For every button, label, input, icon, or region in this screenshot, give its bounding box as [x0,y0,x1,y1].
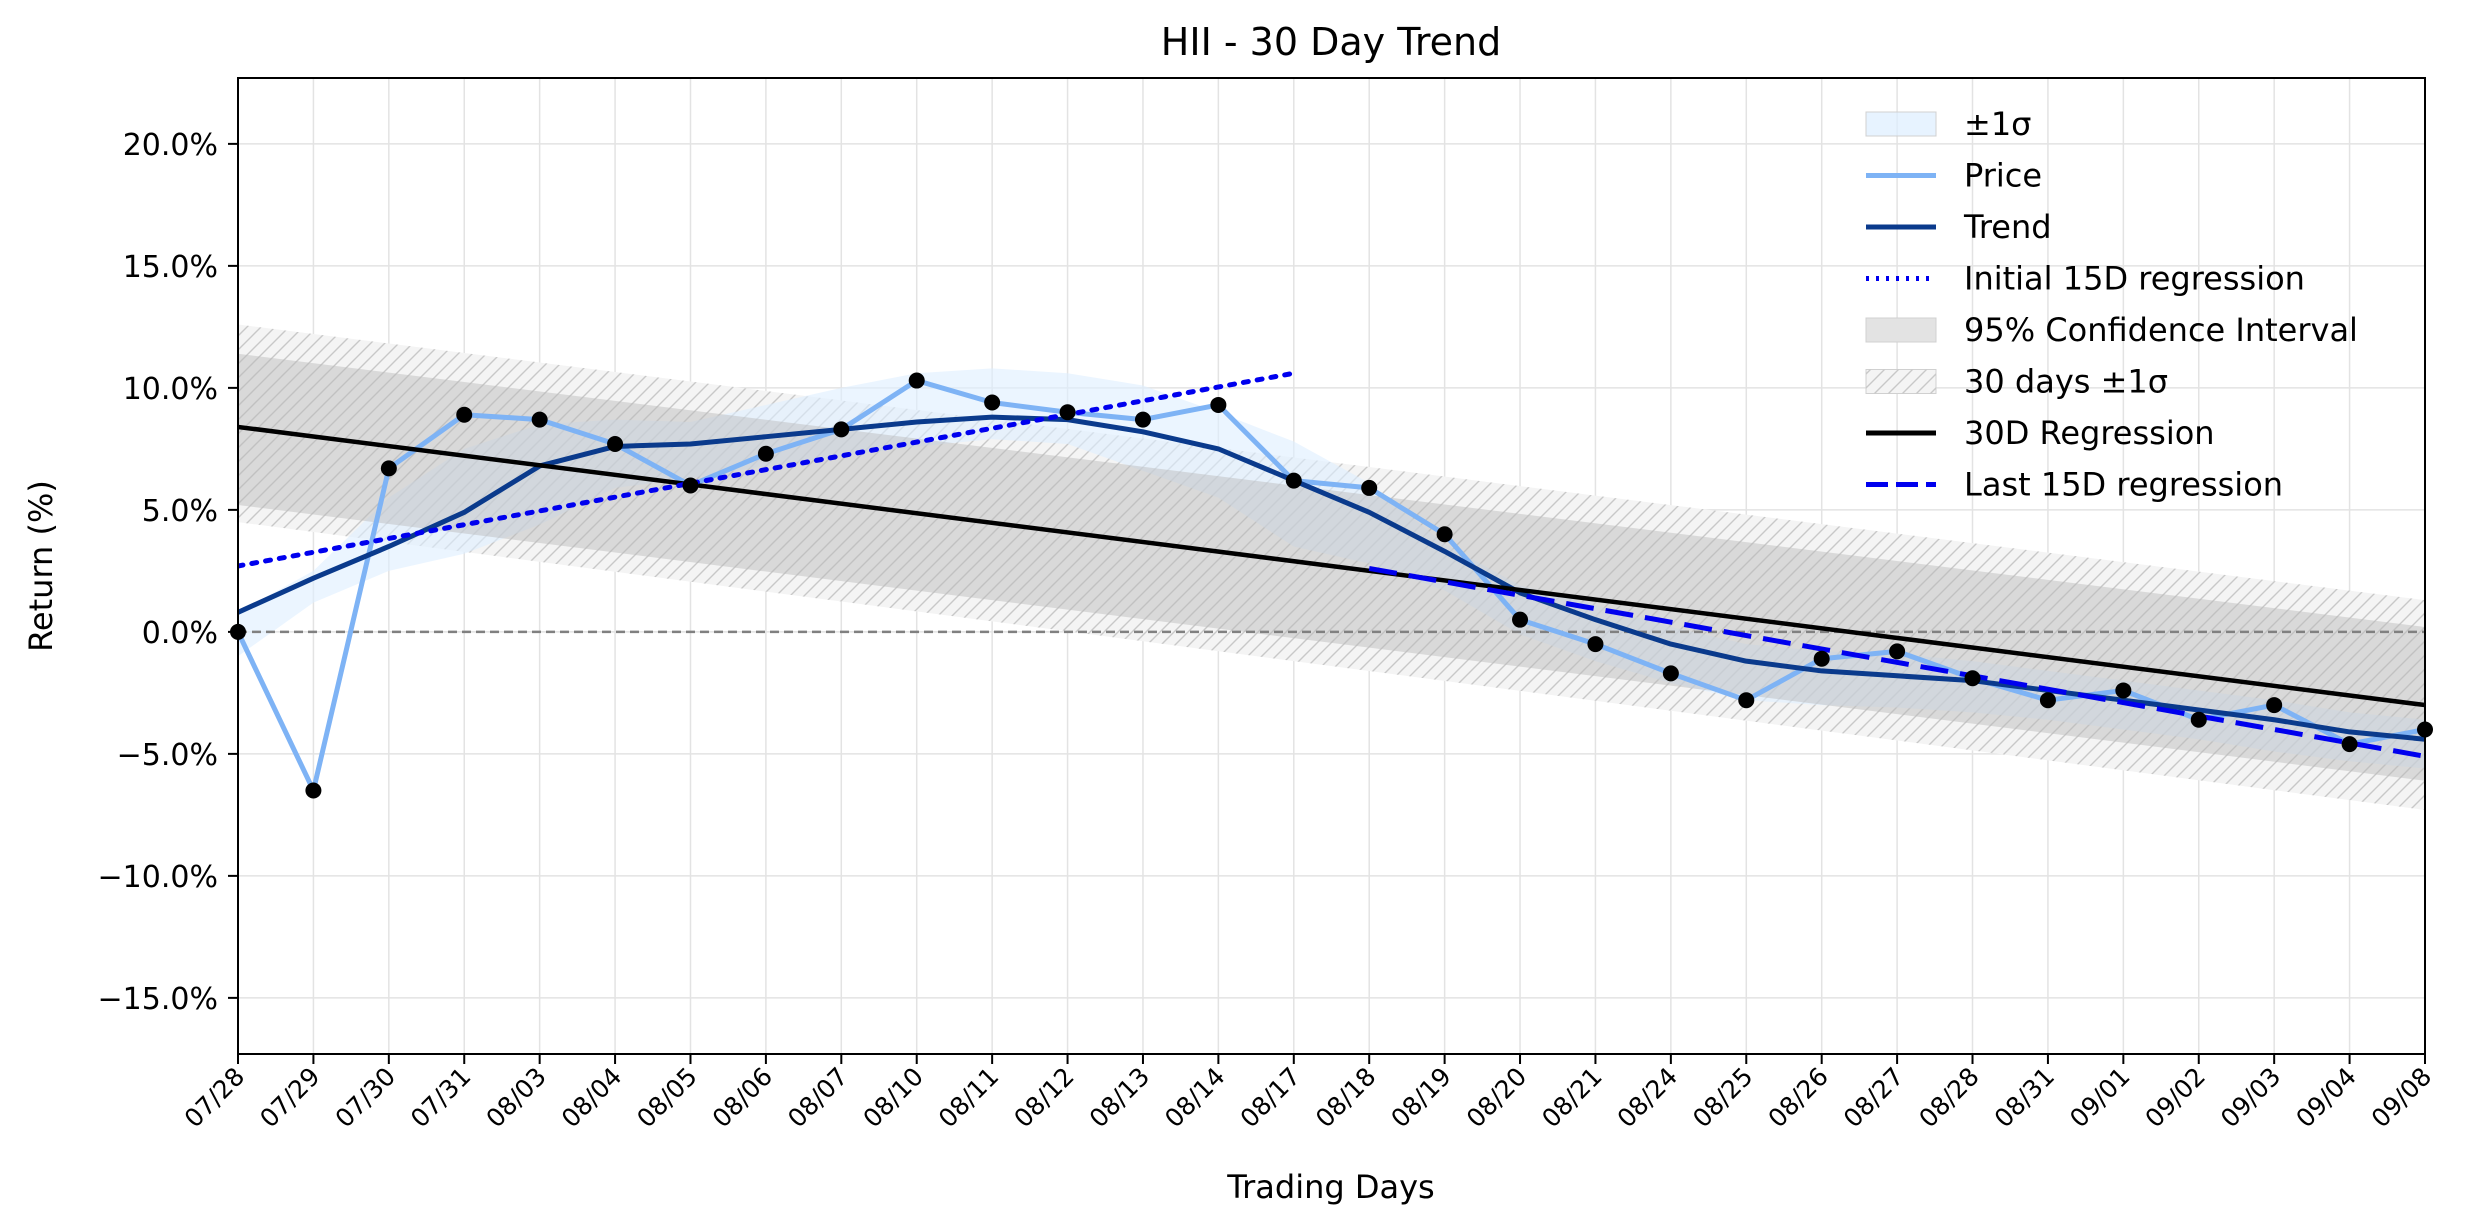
price-point [1512,611,1529,628]
x-tick-label: 08/12 [1008,1062,1079,1133]
x-tick-label: 08/18 [1310,1062,1381,1133]
point-layer [230,372,2433,799]
price-point [682,477,699,494]
x-tick-label: 08/07 [782,1062,853,1133]
x-tick-label: 08/03 [480,1062,551,1133]
legend-label: Trend [1963,208,2052,246]
y-tick-label: 15.0% [123,250,218,285]
x-tick-label: 08/04 [556,1062,627,1133]
x-tick-label: 08/13 [1084,1062,1155,1133]
y-tick-label: −15.0% [98,982,218,1017]
x-tick-label: 08/05 [631,1062,702,1133]
price-point [607,436,624,452]
x-tick-label: 08/27 [1838,1062,1909,1133]
price-point [1436,526,1453,543]
x-tick-label: 08/25 [1687,1062,1758,1133]
x-tick-label: 09/01 [2064,1062,2135,1133]
sigma-band [238,368,2425,769]
x-tick-label: 08/24 [1612,1062,1683,1133]
price-line [238,378,2425,793]
price-point [2341,736,2358,753]
plot-frame [237,77,2426,1055]
price-point [305,782,322,799]
price-point [833,421,850,438]
price-point [908,372,925,389]
x-tick-label: 08/28 [1913,1062,1984,1133]
price-point [1210,396,1227,413]
legend-label: Last 15D regression [1964,466,2283,504]
price-point [380,460,397,477]
x-tick-label: 08/14 [1159,1062,1230,1133]
x-tick-label: 08/20 [1461,1062,1532,1133]
legend-label: Initial 15D regression [1964,260,2305,298]
line-layer [238,370,2425,793]
y-tick-label: 0.0% [142,616,218,651]
price-point [1662,665,1679,682]
y-tick-label: 10.0% [123,372,218,407]
price-point [2266,697,2283,714]
x-tick-label: 09/03 [2215,1062,2286,1133]
y-tick-label: 20.0% [123,128,218,163]
legend-label: Price [1964,157,2042,195]
x-tick-label: 08/31 [1989,1062,2060,1133]
x-tick-label: 07/29 [254,1062,325,1133]
y-tick-label: 5.0% [142,494,218,529]
y-axis-label: Return (%) [22,480,60,652]
price-point [1134,411,1151,428]
price-point [1964,670,1981,687]
price-point [984,394,1001,411]
y-tick-label: −5.0% [117,738,218,773]
price-point [2190,711,2207,728]
x-axis-label: Trading Days [1226,1168,1434,1206]
x-tick-label: 08/17 [1235,1062,1306,1133]
x-tick-label: 07/28 [179,1062,250,1133]
legend-swatch [1865,111,1937,137]
legend-swatch [1865,317,1937,343]
price-point [2115,682,2132,699]
price-point [2039,692,2056,709]
x-tick-label: 09/08 [2366,1062,2437,1133]
x-tick-label: 08/11 [933,1062,1004,1133]
regression-30d-line [238,424,2425,708]
x-tick-label: 09/02 [2140,1062,2211,1133]
x-tick-label: 08/26 [1762,1062,1833,1133]
price-point [1059,404,1076,421]
x-tick-label: 07/30 [330,1062,401,1133]
x-tick-label: 07/31 [405,1062,476,1133]
last-15d-regression-line [1368,565,2425,759]
x-tick-label: 08/19 [1385,1062,1456,1133]
x-tick-label: 08/10 [858,1062,929,1133]
price-point [531,411,548,428]
x-tick-label: 09/04 [2290,1062,2361,1133]
x-tick-label: 08/06 [707,1062,778,1133]
price-point [1587,636,1604,653]
legend-label: 30 days ±1σ [1964,363,2168,401]
price-point [1361,479,1378,496]
legend: ±1σ Price Trend Initial 15D regression 95% C… [1865,105,2358,504]
legend-label: 30D Regression [1964,414,2215,452]
price-point [1285,472,1302,489]
price-point [456,406,473,423]
price-point [1738,692,1755,709]
y-tick-label: −10.0% [98,860,218,895]
price-point [1813,650,1830,667]
price-point [1889,643,1906,660]
price-point [757,445,774,462]
legend-swatch-hatch [1866,369,1936,394]
initial-15d-regression-line [238,370,1297,569]
legend-label: 95% Confidence Interval [1964,311,2358,349]
x-tick-label: 08/21 [1536,1062,1607,1133]
chart-title: HII - 30 Day Trend [1161,20,1501,64]
legend-label: ±1σ [1964,105,2031,143]
